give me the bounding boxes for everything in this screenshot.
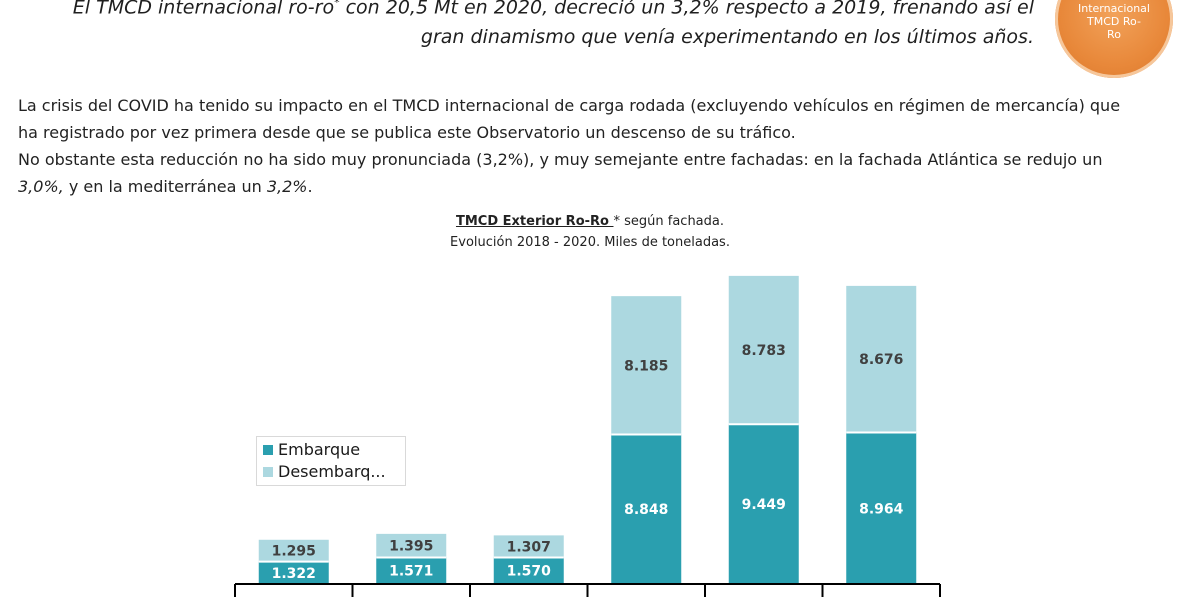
data-label-embarque-1: 1.571: [389, 564, 433, 580]
paragraph-covid-impact: La crisis del COVID ha tenido su impacto…: [18, 96, 1121, 142]
bar-desembarque-1: [376, 533, 447, 558]
heading-line-1: El TMCD internacional ro-ro* con 20,5 Mt…: [14, 0, 1034, 22]
badge-line-1: Internacional: [1078, 2, 1150, 15]
legend-swatch-embarque: [263, 445, 273, 455]
bar-embarque-0: [258, 561, 329, 584]
paragraph-reduction: No obstante esta reducción no ha sido mu…: [18, 146, 1143, 200]
chart-title-underlined: TMCD Exterior Ro-Ro: [455, 214, 614, 229]
paragraph-2-med-pct: 3,2%: [266, 177, 308, 196]
legend-swatch-desembarque: [263, 467, 273, 477]
data-label-embarque-5: 8.964: [859, 501, 904, 517]
chart-title-rest: * según fachada.: [613, 214, 724, 229]
data-label-desembarque-3: 8.185: [624, 358, 668, 374]
summary-heading: El TMCD internacional ro-ro* con 20,5 Mt…: [14, 0, 1034, 52]
legend-item-embarque: Embarque: [263, 439, 399, 461]
bar-desembarque-4: [728, 275, 799, 425]
chart-legend: Embarque Desembarq...: [256, 436, 406, 486]
data-label-embarque-4: 9.449: [742, 497, 786, 513]
bar-embarque-1: [376, 557, 447, 584]
paragraph-2-text-b: y en la mediterránea un: [63, 177, 267, 196]
heading-text-1a: El TMCD internacional ro-ro: [72, 0, 335, 19]
legend-item-desembarque: Desembarq...: [263, 461, 399, 483]
bar-desembarque-2: [493, 535, 564, 558]
bar-desembarque-5: [846, 285, 917, 433]
data-label-embarque-0: 1.322: [272, 566, 316, 582]
data-label-embarque-2: 1.570: [507, 564, 552, 580]
bar-desembarque-3: [611, 296, 682, 435]
heading-asterisk: *: [334, 0, 340, 9]
chart-subtitle: Evolución 2018 - 2020. Miles de tonelada…: [450, 235, 730, 250]
bar-embarque-4: [728, 424, 799, 584]
legend-label-desembarque: Desembarq...: [278, 462, 386, 481]
data-label-desembarque-1: 1.395: [389, 539, 433, 555]
chart-title: TMCD Exterior Ro-Ro * según fachada.: [330, 212, 850, 231]
data-label-desembarque-2: 1.307: [507, 539, 551, 555]
paragraph-2-text-c: .: [307, 177, 313, 196]
paragraph-2-text-a: No obstante esta reducción no ha sido mu…: [18, 150, 1103, 169]
heading-text-1b: con 20,5 Mt en 2020, decreció un 3,2% re…: [339, 0, 1034, 19]
legend-label-embarque: Embarque: [278, 440, 361, 459]
badge-line-3: Ro: [1107, 28, 1121, 41]
data-label-desembarque-0: 1.295: [272, 544, 316, 560]
bar-embarque-5: [846, 432, 917, 584]
data-label-desembarque-5: 8.676: [859, 352, 903, 368]
paragraph-2-atlantic-pct: 3,0%,: [18, 177, 64, 196]
bar-embarque-2: [493, 557, 564, 584]
data-label-desembarque-4: 8.783: [742, 343, 786, 359]
badge-line-2: TMCD Ro-: [1087, 15, 1141, 28]
bar-desembarque-0: [258, 539, 329, 562]
data-label-embarque-3: 8.848: [624, 502, 668, 518]
heading-line-2: gran dinamismo que venía experimentando …: [420, 26, 1034, 49]
bar-embarque-3: [611, 434, 682, 584]
